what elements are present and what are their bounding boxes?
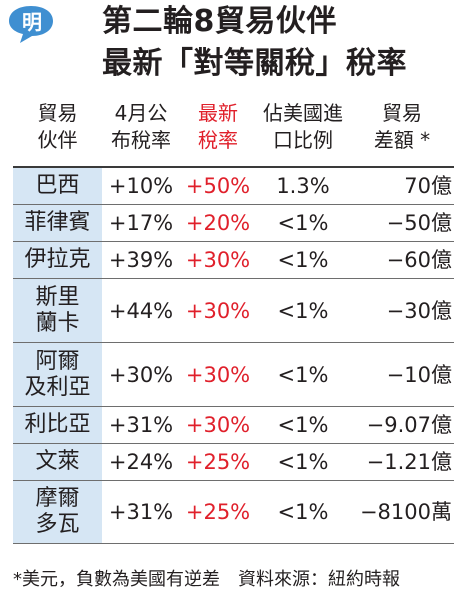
- table-row: 摩爾 多瓦 +31% +25% <1% −8100萬: [13, 481, 454, 544]
- trade-balance-cell: −50億: [386, 211, 452, 235]
- partner-cell: 利比亞: [13, 407, 102, 443]
- new-rate-cell: +30%: [185, 362, 251, 387]
- import-share-cell: <1%: [277, 298, 329, 323]
- table-row: 文萊 +24% +25% <1% −1.21億: [13, 444, 454, 481]
- ming-logo: 明: [6, 3, 56, 45]
- april-rate-cell: +31%: [108, 500, 174, 524]
- april-rate-cell: +17%: [108, 211, 174, 235]
- table-row: 阿爾 及利亞 +30% +30% <1% −10億: [13, 343, 454, 407]
- partner-cell: 阿爾 及利亞: [13, 343, 102, 406]
- trade-balance-cell: 70億: [404, 174, 452, 198]
- partner-cell: 文萊: [13, 444, 102, 480]
- trade-balance-cell: −10億: [386, 362, 452, 387]
- new-rate-cell: +25%: [185, 450, 251, 474]
- speech-bubble-icon: [9, 6, 53, 43]
- new-rate-cell: +50%: [185, 174, 251, 198]
- april-rate-cell: +39%: [108, 248, 174, 272]
- trade-balance-cell: −9.07億: [366, 413, 452, 437]
- import-share-cell: 1.3%: [276, 174, 330, 198]
- header: 明 第二輪8貿易伙伴 最新「對等關稅」稅率: [0, 0, 461, 90]
- partner-cell: 摩爾 多瓦: [13, 481, 102, 543]
- partner-cell: 伊拉克: [13, 242, 102, 278]
- new-rate-cell: +30%: [185, 248, 251, 272]
- partner-cell: 巴西: [13, 168, 102, 204]
- table-header: 貿易 伙伴 4月公 布稅率 最新 稅率 佔美國進 口比例 貿易 差額 *: [13, 96, 454, 168]
- april-rate-cell: +24%: [108, 450, 174, 474]
- footnote: *美元，負數為美國有逆差 資料來源：紐約時報: [13, 569, 400, 590]
- title-line-2: 最新「對等關稅」稅率: [102, 46, 407, 81]
- column-header-import-share: 佔美國進 口比例: [263, 101, 343, 152]
- april-rate-cell: +10%: [108, 174, 174, 198]
- table-row: 利比亞 +31% +30% <1% −9.07億: [13, 407, 454, 444]
- import-share-cell: <1%: [277, 500, 329, 524]
- new-rate-cell: +30%: [185, 298, 251, 323]
- trade-balance-cell: −30億: [386, 298, 452, 323]
- column-header-new-rate: 最新 稅率: [198, 101, 238, 152]
- import-share-cell: <1%: [277, 413, 329, 437]
- april-rate-cell: +44%: [108, 298, 174, 323]
- trade-balance-cell: −1.21億: [366, 450, 452, 474]
- column-header-partner: 貿易 伙伴: [37, 101, 78, 152]
- column-header-april-rate: 4月公 布稅率: [111, 101, 171, 152]
- title-line-1: 第二輪8貿易伙伴: [102, 4, 337, 39]
- trade-balance-cell: −8100萬: [359, 500, 452, 524]
- import-share-cell: <1%: [277, 211, 329, 235]
- new-rate-cell: +20%: [185, 211, 251, 235]
- logo-text: 明: [22, 10, 42, 34]
- column-header-trade-balance: 貿易 差額 *: [373, 101, 431, 152]
- april-rate-cell: +31%: [108, 413, 174, 437]
- new-rate-cell: +30%: [185, 413, 251, 437]
- table-row: 斯里 蘭卡 +44% +30% <1% −30億: [13, 279, 454, 343]
- new-rate-cell: +25%: [185, 500, 251, 524]
- april-rate-cell: +30%: [108, 362, 174, 387]
- partner-cell: 菲律賓: [13, 205, 102, 241]
- table-row: 巴西 +10% +50% 1.3% 70億: [13, 168, 454, 205]
- import-share-cell: <1%: [277, 362, 329, 387]
- import-share-cell: <1%: [277, 248, 329, 272]
- table-row: 菲律賓 +17% +20% <1% −50億: [13, 205, 454, 242]
- trade-balance-cell: −60億: [386, 248, 452, 272]
- table-row: 伊拉克 +39% +30% <1% −60億: [13, 242, 454, 279]
- partner-cell: 斯里 蘭卡: [13, 279, 102, 342]
- import-share-cell: <1%: [277, 450, 329, 474]
- tariff-table: 貿易 伙伴 4月公 布稅率 最新 稅率 佔美國進 口比例 貿易 差額 * 巴西 …: [13, 96, 454, 544]
